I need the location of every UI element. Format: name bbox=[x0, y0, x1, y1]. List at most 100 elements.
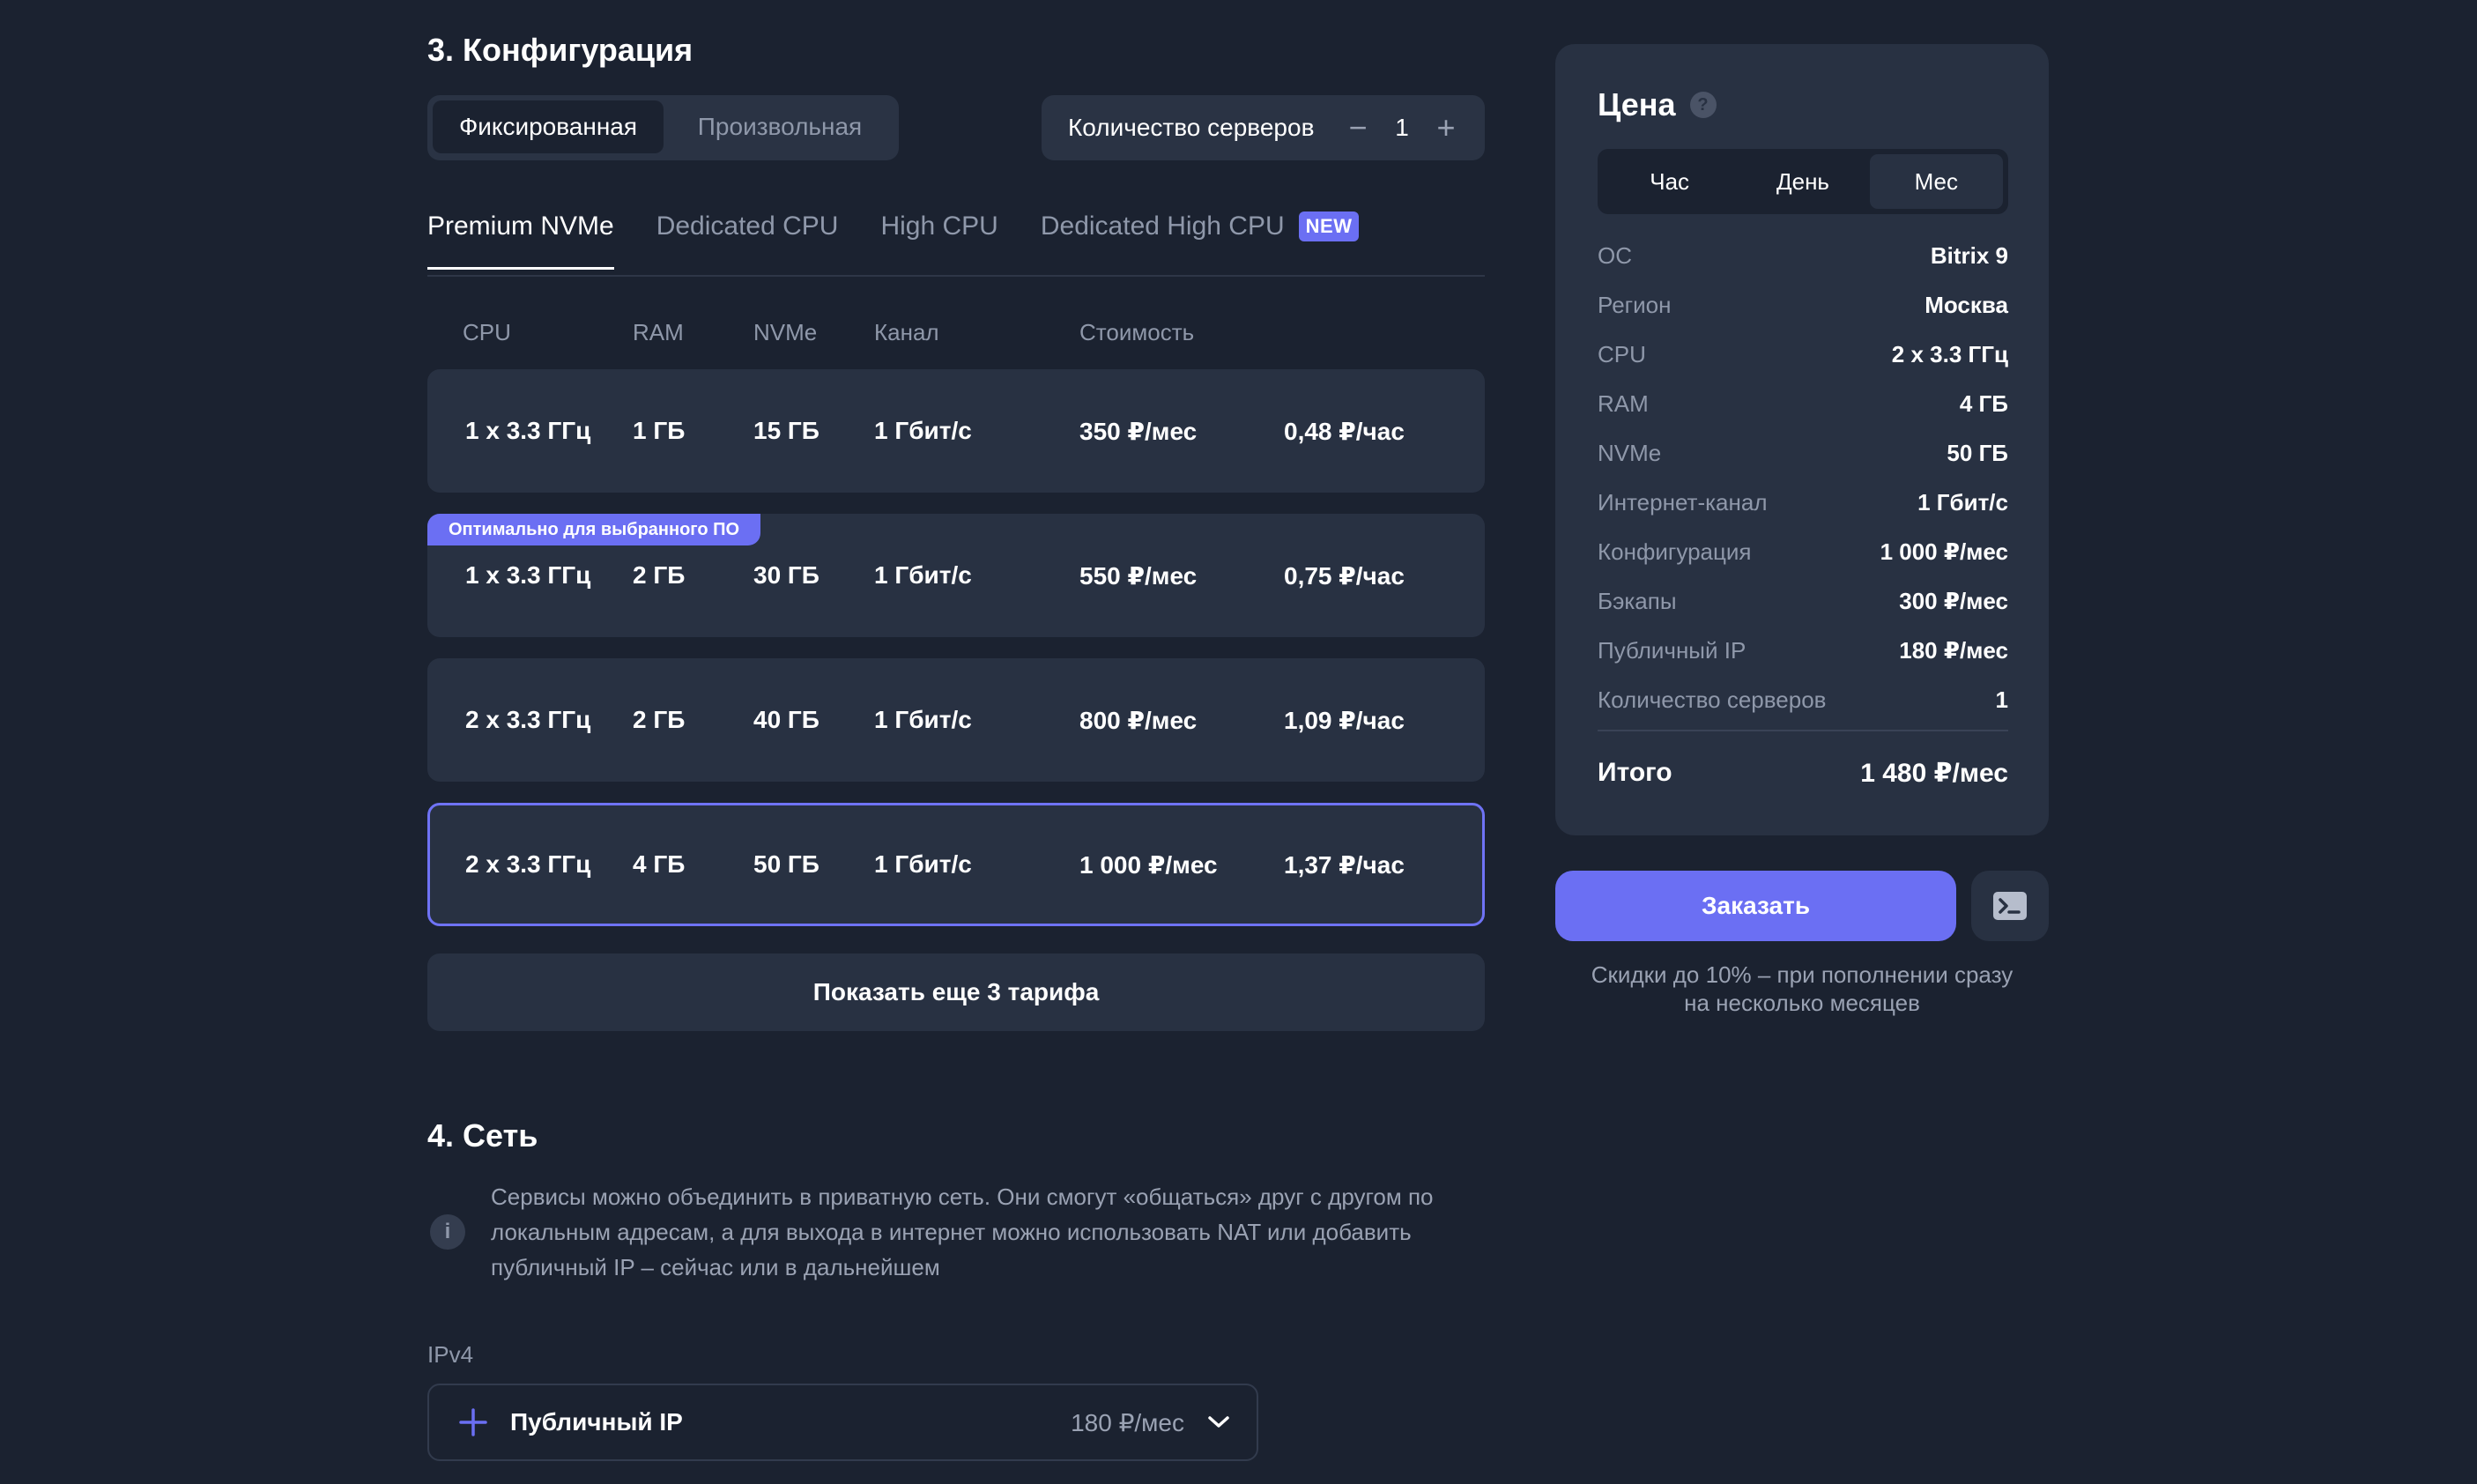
spec-row-os: ОС Bitrix 9 bbox=[1598, 231, 2008, 280]
price-title-wrap: Цена ? bbox=[1598, 86, 1717, 123]
public-ip-label: Публичный IP bbox=[510, 1408, 683, 1436]
cell-hour-price: 1,37 ₽/час bbox=[1284, 850, 1405, 879]
cell-ram: 4 ГБ bbox=[633, 850, 686, 878]
tariff-tabs: Premium NVMe Dedicated CPU High CPU Dedi… bbox=[427, 211, 1360, 270]
spec-row-public-ip: Публичный IP 180 ₽/мес bbox=[1598, 626, 2008, 675]
info-icon: i bbox=[430, 1214, 465, 1250]
col-nvme: NVMe bbox=[753, 319, 818, 345]
table-header: CPU RAM NVMe Канал Стоимость bbox=[427, 319, 1485, 351]
spec-row-region: Регион Москва bbox=[1598, 280, 2008, 330]
cell-nvme: 15 ГБ bbox=[753, 417, 819, 444]
tab-label: Premium NVMe bbox=[427, 211, 614, 241]
tab-premium-nvme[interactable]: Premium NVMe bbox=[427, 211, 614, 270]
period-switch[interactable]: Час День Мес bbox=[1598, 149, 2008, 214]
mode-custom-button[interactable]: Произвольная bbox=[697, 113, 863, 140]
cell-cpu: 1 x 3.3 ГГц bbox=[465, 417, 591, 444]
help-icon[interactable]: ? bbox=[1689, 92, 1717, 118]
cell-nvme: 30 ГБ bbox=[753, 561, 819, 589]
spec-label: Интернет-канал bbox=[1598, 488, 1768, 516]
spec-list: ОС Bitrix 9 Регион Москва CPU 2 x 3.3 ГГц R… bbox=[1598, 231, 2008, 724]
col-cpu: CPU bbox=[463, 319, 511, 345]
discount-line: на несколько месяцев bbox=[1684, 990, 1920, 1016]
tariff-row-selected[interactable]: 2 x 3.3 ГГц 4 ГБ 50 ГБ 1 Гбит/с 1 000 ₽/… bbox=[427, 803, 1485, 926]
cell-hour-price: 1,09 ₽/час bbox=[1284, 706, 1405, 734]
new-badge: NEW bbox=[1298, 211, 1360, 241]
config-title: 3. Конфигурация bbox=[427, 32, 693, 68]
cell-cpu: 2 x 3.3 ГГц bbox=[465, 706, 591, 733]
total-value: 1 480 ₽/мес bbox=[1860, 759, 2008, 788]
spec-row-config: Конфигурация 1 000 ₽/мес bbox=[1598, 527, 2008, 576]
period-hour-button[interactable]: Час bbox=[1650, 167, 1690, 195]
minus-button[interactable]: − bbox=[1348, 109, 1368, 145]
cell-month-price: 800 ₽/мес bbox=[1079, 706, 1198, 734]
tariff-row[interactable]: 1 x 3.3 ГГц 1 ГБ 15 ГБ 1 Гбит/с 350 ₽/ме… bbox=[427, 369, 1485, 493]
mode-switch[interactable]: Фиксированная Произвольная bbox=[427, 95, 899, 160]
price-title: Цена bbox=[1598, 86, 1676, 122]
spec-value: Москва bbox=[1924, 291, 2008, 318]
spec-value: Bitrix 9 bbox=[1930, 241, 2008, 269]
spec-value: 1 bbox=[1995, 686, 2008, 713]
plus-button[interactable]: + bbox=[1436, 109, 1456, 145]
spec-label: Количество серверов bbox=[1598, 686, 1827, 713]
tab-high-cpu[interactable]: High CPU bbox=[880, 211, 997, 268]
cell-channel: 1 Гбит/с bbox=[874, 417, 972, 444]
spec-row-ram: RAM 4 ГБ bbox=[1598, 379, 2008, 428]
col-ram: RAM bbox=[633, 319, 684, 345]
server-count-control: Количество серверов − 1 + bbox=[1042, 95, 1485, 160]
cell-hour-price: 0,75 ₽/час bbox=[1284, 561, 1405, 590]
cell-ram: 2 ГБ bbox=[633, 706, 686, 733]
public-ip-price: 180 ₽/мес bbox=[1071, 1408, 1184, 1436]
tab-label: Dedicated CPU bbox=[656, 211, 839, 241]
spec-label: RAM bbox=[1598, 390, 1649, 417]
terminal-icon bbox=[1992, 891, 2028, 921]
tab-dedicated-cpu[interactable]: Dedicated CPU bbox=[656, 211, 839, 268]
chevron-down-icon[interactable] bbox=[1207, 1415, 1230, 1429]
spec-row-backups: Бэкапы 300 ₽/мес bbox=[1598, 576, 2008, 626]
col-channel: Канал bbox=[874, 319, 939, 345]
total-divider bbox=[1598, 730, 2008, 731]
network-description-line: публичный IP – сейчас или в дальнейшем bbox=[491, 1254, 940, 1280]
col-price: Стоимость bbox=[1079, 319, 1195, 345]
cell-hour-price: 0,48 ₽/час bbox=[1284, 417, 1405, 445]
spec-label: Бэкапы bbox=[1598, 587, 1677, 614]
network-description-line: Сервисы можно объединить в приватную сет… bbox=[491, 1183, 1434, 1210]
price-card: Цена ? Час День Мес ОС Bitrix 9 Регион Мос… bbox=[1555, 44, 2049, 835]
plus-icon[interactable] bbox=[456, 1405, 491, 1440]
cell-channel: 1 Гбит/с bbox=[874, 561, 972, 589]
order-button[interactable]: Заказать bbox=[1555, 871, 1956, 941]
spec-row-cpu: CPU 2 x 3.3 ГГц bbox=[1598, 330, 2008, 379]
cell-ram: 1 ГБ bbox=[633, 417, 686, 444]
discount-note: Скидки до 10% – при пополнении сразу на … bbox=[1555, 961, 2049, 1017]
spec-label: NVMe bbox=[1598, 439, 1662, 466]
spec-label: Регион bbox=[1598, 291, 1672, 318]
period-day-button[interactable]: День bbox=[1776, 167, 1829, 195]
spec-label: Публичный IP bbox=[1598, 636, 1747, 664]
spec-value: 2 x 3.3 ГГц bbox=[1891, 340, 2008, 367]
terminal-button[interactable] bbox=[1971, 871, 2049, 941]
spec-label: ОС bbox=[1598, 241, 1632, 269]
total-row: Итого 1 480 ₽/мес bbox=[1598, 758, 2008, 789]
public-ip-option[interactable]: Публичный IP 180 ₽/мес bbox=[427, 1384, 1258, 1461]
spec-value: 50 ГБ bbox=[1947, 439, 2008, 466]
tabs-divider bbox=[427, 275, 1485, 277]
cell-nvme: 40 ГБ bbox=[753, 706, 819, 733]
network-description: Сервисы можно объединить в приватную сет… bbox=[491, 1179, 1495, 1285]
tariff-row[interactable]: 2 x 3.3 ГГц 2 ГБ 40 ГБ 1 Гбит/с 800 ₽/ме… bbox=[427, 658, 1485, 782]
show-more-button[interactable]: Показать еще 3 тарифа bbox=[427, 953, 1485, 1031]
spec-value: 1 Гбит/с bbox=[1917, 488, 2008, 516]
period-month-button[interactable]: Мес bbox=[1869, 154, 2003, 209]
cell-ram: 2 ГБ bbox=[633, 561, 686, 589]
tab-dedicated-high-cpu[interactable]: Dedicated High CPU NEW bbox=[1041, 211, 1360, 268]
mode-fixed-button[interactable]: Фиксированная bbox=[433, 100, 664, 153]
network-description-line: локальным адресам, а для выхода в интерн… bbox=[491, 1219, 1412, 1245]
spec-value: 300 ₽/мес bbox=[1899, 587, 2008, 614]
spec-value: 4 ГБ bbox=[1959, 390, 2008, 417]
cell-cpu: 2 x 3.3 ГГц bbox=[465, 850, 591, 878]
spec-row-channel: Интернет-канал 1 Гбит/с bbox=[1598, 478, 2008, 527]
cell-channel: 1 Гбит/с bbox=[874, 706, 972, 733]
cell-cpu: 1 x 3.3 ГГц bbox=[465, 561, 591, 589]
tab-label: High CPU bbox=[880, 211, 998, 241]
tariff-row[interactable]: Оптимально для выбранного ПО 1 x 3.3 ГГц… bbox=[427, 514, 1485, 637]
spec-value: 180 ₽/мес bbox=[1899, 636, 2008, 664]
server-count-label: Количество серверов bbox=[1068, 114, 1315, 141]
